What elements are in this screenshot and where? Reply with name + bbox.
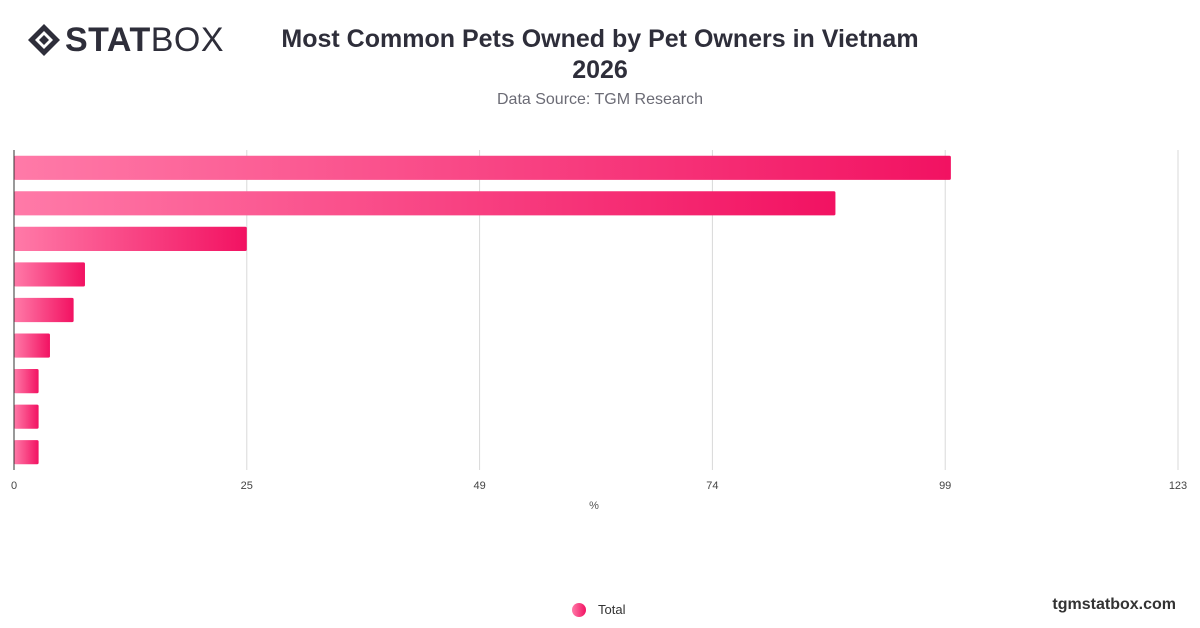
chart-title: Most Common Pets Owned by Pet Owners in … xyxy=(250,24,950,86)
statbox-logo: STATBOX xyxy=(26,22,224,58)
bar-6[interactable] xyxy=(14,333,50,358)
logo-wordmark: STATBOX xyxy=(65,22,224,58)
x-axis-ticks: 0 25 49 74 99 123 xyxy=(11,480,1187,492)
x-tick-label: 99 xyxy=(939,480,951,492)
footer-brand: tgmstatbox.com xyxy=(1052,596,1176,613)
logo-wordmark-light: BOX xyxy=(150,21,225,59)
x-axis-label: % xyxy=(589,500,599,512)
bar-1[interactable] xyxy=(14,155,951,180)
legend-marker xyxy=(572,602,586,617)
bar-chart: 0 25 49 74 99 123 % xyxy=(11,150,1187,512)
x-tick-label: 49 xyxy=(473,480,485,492)
chart-legend[interactable]: Total xyxy=(572,602,625,617)
legend-label-total: Total xyxy=(598,602,626,617)
bar-3[interactable] xyxy=(14,226,247,251)
bars xyxy=(13,150,951,470)
bar-7[interactable] xyxy=(14,369,39,394)
chart-subtitle: Data Source: TGM Research xyxy=(496,91,703,108)
chart-title-line2: 2026 xyxy=(572,56,628,84)
bar-5[interactable] xyxy=(14,297,74,323)
x-tick-label: 74 xyxy=(706,480,718,492)
bar-8[interactable] xyxy=(14,404,39,429)
bar-9[interactable] xyxy=(14,440,39,465)
x-tick-label: 25 xyxy=(241,480,253,492)
bar-2[interactable] xyxy=(14,191,836,216)
logo-wordmark-bold: STAT xyxy=(65,21,151,59)
statbox-diamond-icon xyxy=(28,24,60,56)
x-tick-label: 0 xyxy=(11,480,17,492)
x-tick-label: 123 xyxy=(1169,480,1187,492)
bar-4[interactable] xyxy=(14,262,85,287)
chart-title-line1: Most Common Pets Owned by Pet Owners in … xyxy=(281,25,919,53)
